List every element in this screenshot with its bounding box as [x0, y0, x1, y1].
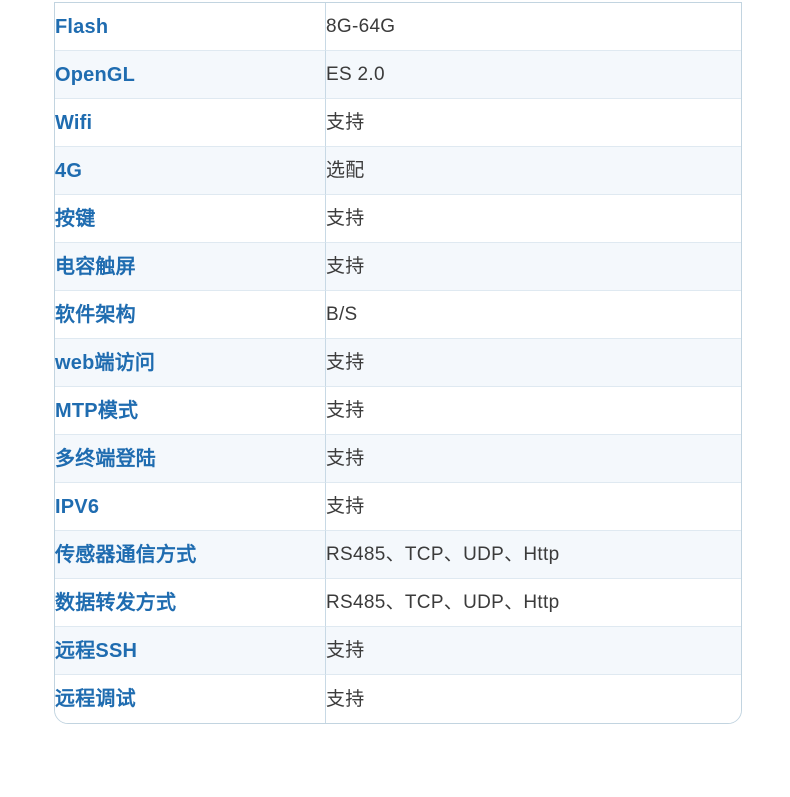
spec-value-text: 支持: [326, 352, 365, 373]
spec-label-cell: 传感器通信方式: [55, 531, 326, 579]
spec-label-cell: 远程SSH: [55, 627, 326, 675]
spec-label-text: 电容触屏: [55, 255, 136, 278]
spec-value-text: 8G-64G: [326, 16, 396, 37]
spec-value-text: ES 2.0: [326, 64, 385, 85]
table-row: 远程SSH 支持: [55, 627, 741, 675]
table-row: OpenGL ES 2.0: [55, 51, 741, 99]
spec-value-cell: ES 2.0: [326, 51, 741, 99]
spec-value-text: B/S: [326, 304, 358, 325]
spec-label-text: OpenGL: [55, 63, 136, 86]
spec-value-cell: 支持: [326, 195, 741, 243]
spec-value-text: 支持: [326, 400, 365, 421]
spec-value-text: 选配: [326, 160, 365, 181]
table-row: MTP模式 支持: [55, 387, 741, 435]
table-row: 传感器通信方式 RS485、TCP、UDP、Http: [55, 531, 741, 579]
specification-table-container: Flash 8G-64G OpenGL ES 2.0 Wifi 支持 4G 选配 按键 支持 电容触…: [54, 2, 742, 724]
spec-label-cell: 按键: [55, 195, 326, 243]
spec-label-cell: Flash: [55, 3, 326, 51]
spec-value-text: 支持: [326, 208, 365, 229]
spec-label-cell: 数据转发方式: [55, 579, 326, 627]
spec-label-text: 传感器通信方式: [55, 543, 197, 566]
table-row: 按键 支持: [55, 195, 741, 243]
spec-value-text: 支持: [326, 448, 365, 469]
table-row: web端访问 支持: [55, 339, 741, 387]
table-row: IPV6 支持: [55, 483, 741, 531]
spec-label-text: Wifi: [55, 111, 93, 134]
spec-label-cell: OpenGL: [55, 51, 326, 99]
spec-label-cell: Wifi: [55, 99, 326, 147]
table-row: Wifi 支持: [55, 99, 741, 147]
spec-label-cell: 软件架构: [55, 291, 326, 339]
spec-value-text: 支持: [326, 112, 365, 133]
spec-value-cell: 支持: [326, 339, 741, 387]
table-row: Flash 8G-64G: [55, 3, 741, 51]
spec-label-text: 远程SSH: [55, 639, 138, 662]
spec-label-text: 远程调试: [55, 688, 136, 710]
spec-value-cell: 支持: [326, 627, 741, 675]
specification-table-body: Flash 8G-64G OpenGL ES 2.0 Wifi 支持 4G 选配 按键 支持 电容触…: [55, 3, 741, 723]
spec-value-cell: 支持: [326, 675, 741, 723]
spec-value-cell: RS485、TCP、UDP、Http: [326, 579, 741, 627]
specification-table: Flash 8G-64G OpenGL ES 2.0 Wifi 支持 4G 选配 按键 支持 电容触…: [54, 2, 742, 724]
spec-value-text: RS485、TCP、UDP、Http: [326, 544, 560, 565]
spec-label-cell: web端访问: [55, 339, 326, 387]
table-row: 电容触屏 支持: [55, 243, 741, 291]
spec-value-cell: 支持: [326, 243, 741, 291]
spec-value-cell: 支持: [326, 387, 741, 435]
spec-value-text: RS485、TCP、UDP、Http: [326, 592, 560, 613]
table-row: 多终端登陆 支持: [55, 435, 741, 483]
spec-value-cell: 支持: [326, 435, 741, 483]
spec-label-cell: 多终端登陆: [55, 435, 326, 483]
spec-value-text: 支持: [326, 256, 365, 277]
spec-value-cell: 支持: [326, 99, 741, 147]
spec-label-text: Flash: [55, 15, 109, 38]
spec-label-text: MTP模式: [55, 399, 139, 422]
spec-value-cell: 选配: [326, 147, 741, 195]
spec-label-cell: IPV6: [55, 483, 326, 531]
spec-value-cell: B/S: [326, 291, 741, 339]
spec-label-text: 多终端登陆: [55, 447, 156, 470]
spec-label-text: 4G: [55, 159, 83, 182]
spec-value-cell: 8G-64G: [326, 3, 741, 51]
spec-value-text: 支持: [326, 496, 365, 517]
spec-label-text: 软件架构: [55, 303, 136, 326]
spec-value-cell: 支持: [326, 483, 741, 531]
spec-value-cell: RS485、TCP、UDP、Http: [326, 531, 741, 579]
spec-label-cell: 远程调试: [55, 675, 326, 723]
spec-value-text: 支持: [326, 688, 365, 710]
spec-label-cell: MTP模式: [55, 387, 326, 435]
table-row: 软件架构 B/S: [55, 291, 741, 339]
spec-label-text: IPV6: [55, 495, 100, 518]
table-row: 4G 选配: [55, 147, 741, 195]
table-row: 数据转发方式 RS485、TCP、UDP、Http: [55, 579, 741, 627]
spec-label-cell: 4G: [55, 147, 326, 195]
spec-label-text: web端访问: [55, 351, 156, 374]
spec-label-text: 按键: [55, 207, 96, 230]
spec-value-text: 支持: [326, 640, 365, 661]
spec-label-cell: 电容触屏: [55, 243, 326, 291]
spec-label-text: 数据转发方式: [55, 591, 177, 614]
table-row: 远程调试 支持: [55, 675, 741, 723]
